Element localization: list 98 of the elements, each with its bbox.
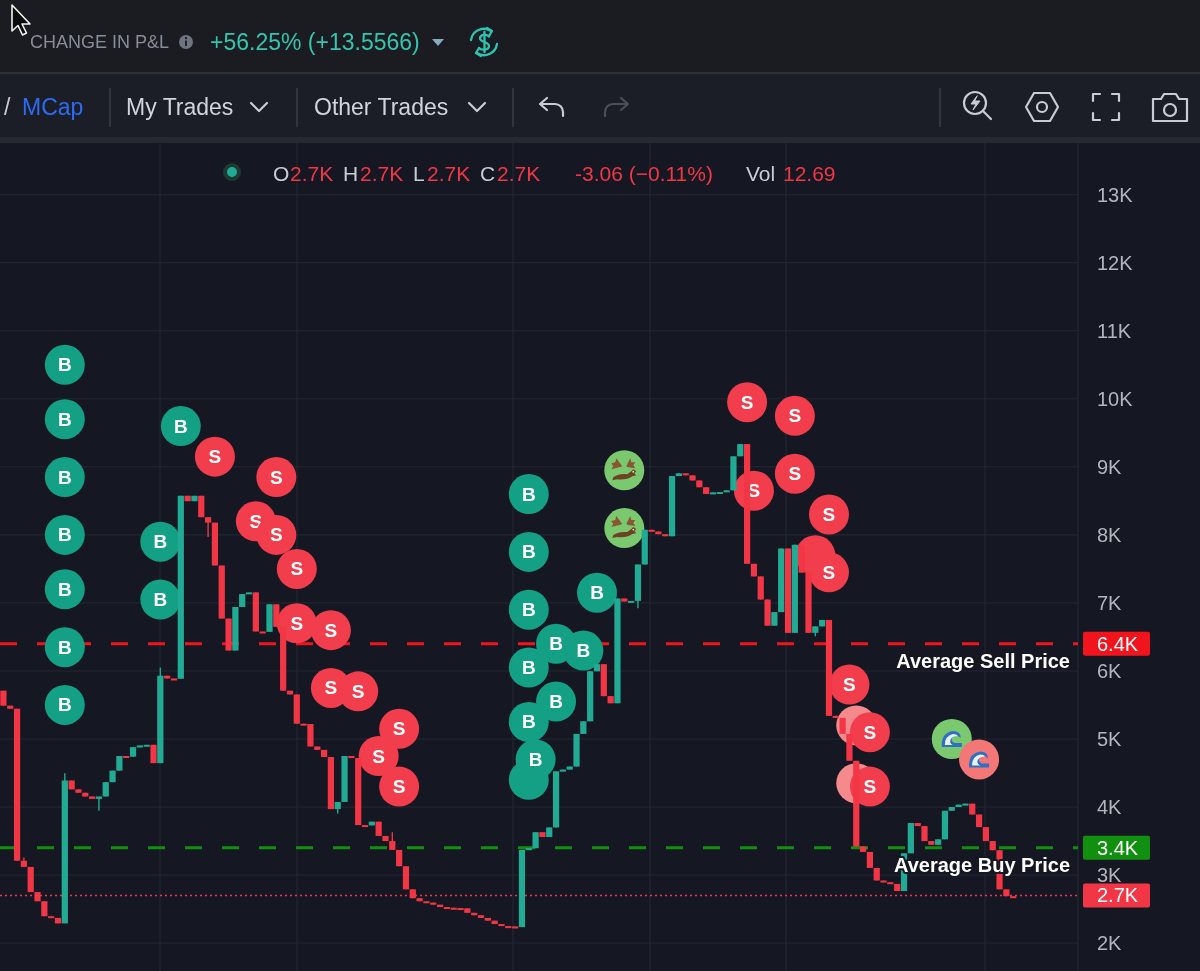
y-tick-label: 6K bbox=[1097, 659, 1123, 682]
ref-line-label: Average Sell Price bbox=[896, 649, 1070, 672]
annotation: 2.7K bbox=[427, 161, 471, 185]
text: CHANGE IN P&L bbox=[30, 32, 170, 52]
text: S bbox=[290, 558, 304, 580]
point bbox=[774, 453, 815, 494]
y-tick-label: 7K bbox=[1097, 591, 1123, 614]
text: S bbox=[208, 446, 222, 468]
annotation: Vol bbox=[746, 161, 776, 185]
point bbox=[160, 406, 201, 447]
text: My Trades bbox=[126, 94, 234, 120]
text: S bbox=[324, 619, 338, 641]
text: B bbox=[549, 633, 563, 655]
series-label: B bbox=[57, 354, 72, 376]
annotation: 12.69 bbox=[783, 161, 836, 185]
point bbox=[256, 457, 297, 498]
text: S bbox=[822, 561, 836, 583]
text: S bbox=[269, 466, 283, 488]
series-label: S bbox=[372, 745, 386, 767]
point bbox=[44, 569, 85, 610]
text: B bbox=[549, 691, 563, 713]
point bbox=[508, 474, 549, 515]
text: B bbox=[153, 589, 168, 611]
text: MCap bbox=[22, 94, 84, 120]
text: B bbox=[57, 524, 72, 546]
text: B bbox=[590, 582, 604, 604]
candlestick bbox=[204, 516, 212, 538]
candlestick bbox=[757, 575, 764, 601]
annotation: -3.06 (−0.11%) bbox=[575, 161, 713, 185]
text: S bbox=[392, 718, 406, 740]
text: S bbox=[351, 680, 365, 702]
series-label: B bbox=[576, 640, 591, 662]
point bbox=[959, 739, 1000, 780]
point bbox=[727, 382, 768, 423]
text: S bbox=[788, 405, 802, 427]
point bbox=[808, 494, 849, 535]
y-tick-label: 11K bbox=[1097, 319, 1132, 342]
point bbox=[379, 766, 420, 807]
point bbox=[44, 457, 85, 498]
y-tick-label: 2K bbox=[1097, 932, 1123, 955]
y-tick-label: 10K bbox=[1097, 387, 1134, 410]
annotation: C bbox=[480, 161, 496, 185]
annotation: 2.7K bbox=[290, 161, 334, 185]
point bbox=[44, 627, 85, 668]
annotation: O bbox=[273, 161, 290, 185]
text: B bbox=[57, 466, 72, 488]
y-tick-label: 13K bbox=[1097, 183, 1134, 206]
point bbox=[508, 531, 549, 572]
y-tick-label: 5K bbox=[1097, 728, 1123, 750]
y-tick-label: 6.4K bbox=[1097, 632, 1139, 655]
point bbox=[44, 344, 85, 385]
text: S bbox=[863, 776, 877, 798]
text: S bbox=[324, 677, 338, 699]
point bbox=[44, 399, 85, 440]
text: S bbox=[822, 503, 836, 525]
text: B bbox=[173, 415, 188, 437]
point bbox=[774, 395, 815, 436]
text: B bbox=[57, 636, 72, 658]
annotation: L bbox=[413, 161, 425, 185]
point bbox=[379, 708, 420, 749]
point bbox=[194, 436, 235, 477]
y-tick-label: 8K bbox=[1097, 523, 1123, 546]
series-label: B bbox=[521, 541, 536, 563]
text: B bbox=[57, 578, 72, 600]
y-tick-label: 12K bbox=[1097, 251, 1134, 274]
text: B bbox=[57, 694, 72, 716]
series-label: B bbox=[521, 657, 536, 679]
text: +56.25% (+13.5566) bbox=[210, 29, 420, 55]
text: Other Trades bbox=[314, 94, 449, 120]
point bbox=[849, 712, 890, 753]
y-tick-label: 2.7K bbox=[1097, 884, 1139, 907]
series-label: B bbox=[521, 599, 536, 621]
text: S bbox=[788, 463, 802, 485]
text: / bbox=[4, 94, 11, 120]
text: S bbox=[269, 524, 283, 546]
point bbox=[44, 684, 85, 725]
point bbox=[508, 701, 549, 742]
y-tick-label: 4K bbox=[1097, 796, 1123, 819]
point bbox=[931, 719, 972, 759]
text: B bbox=[521, 711, 536, 733]
series-label: B bbox=[153, 531, 168, 553]
y-tick-label: 3.4K bbox=[1097, 836, 1139, 859]
text: B bbox=[528, 748, 543, 770]
point bbox=[44, 514, 85, 555]
point bbox=[276, 548, 317, 589]
annotation: 2.7K bbox=[360, 161, 404, 185]
y-tick-label: 3K bbox=[1097, 864, 1123, 887]
text: B bbox=[57, 408, 72, 430]
text: S bbox=[392, 776, 406, 798]
text: S bbox=[843, 674, 856, 696]
annotation: 2.7K bbox=[497, 161, 541, 185]
candlestick bbox=[95, 795, 103, 812]
series-label: B bbox=[521, 483, 536, 505]
text: S bbox=[863, 721, 877, 743]
annotation: H bbox=[343, 161, 359, 185]
legend-label: S bbox=[290, 612, 304, 634]
text: S bbox=[740, 391, 754, 413]
y-tick-label: 9K bbox=[1097, 455, 1123, 478]
